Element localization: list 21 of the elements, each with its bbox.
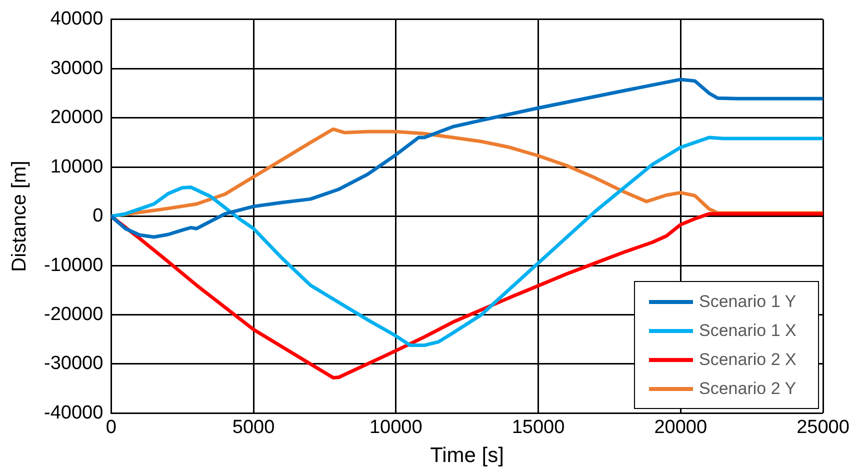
y-axis-title: Distance [m]	[8, 160, 31, 272]
y-tick-label: 40000	[50, 8, 104, 30]
x-tick-label: 0	[106, 416, 116, 438]
legend-label: Scenario 1 X	[699, 320, 796, 341]
y-tick-label: 0	[92, 206, 104, 227]
y-tick-label: -10000	[44, 254, 104, 276]
y-tick-label: -30000	[44, 353, 104, 374]
y-tick-label: 30000	[50, 58, 104, 79]
x-tick-label: 10000	[369, 416, 422, 438]
x-tick-label: 25000	[796, 416, 850, 438]
y-tick-label: -40000	[44, 402, 104, 424]
legend-label: Scenario 1 Y	[699, 292, 796, 312]
legend-label: Scenario 2 X	[699, 350, 796, 370]
x-tick-label: 5000	[232, 416, 275, 438]
x-axis-title: Time [s]	[430, 444, 504, 468]
x-tick-label: 20000	[654, 416, 708, 438]
y-tick-label: 10000	[50, 156, 104, 178]
y-tick-label: -20000	[44, 304, 104, 325]
legend-label: Scenario 2 Y	[699, 378, 796, 399]
y-tick-label: 20000	[50, 107, 104, 128]
x-tick-label: 15000	[512, 416, 565, 438]
